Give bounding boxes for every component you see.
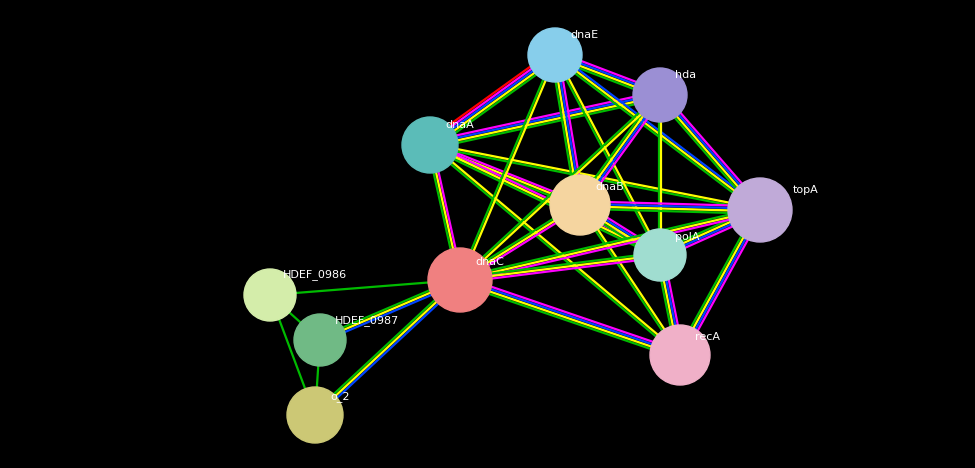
- Text: dnaB: dnaB: [595, 182, 624, 192]
- Text: HDEF_0986: HDEF_0986: [283, 269, 347, 280]
- Circle shape: [650, 325, 710, 385]
- Text: dnaC: dnaC: [475, 257, 504, 267]
- Text: recA: recA: [695, 332, 720, 342]
- Circle shape: [634, 229, 686, 281]
- Text: dnaA: dnaA: [445, 120, 474, 130]
- Circle shape: [244, 269, 296, 321]
- Text: polA: polA: [675, 232, 699, 242]
- Text: dnaE: dnaE: [570, 30, 598, 40]
- Text: topA: topA: [793, 185, 819, 195]
- Circle shape: [633, 68, 687, 122]
- Circle shape: [550, 175, 610, 235]
- Circle shape: [728, 178, 792, 242]
- Text: hda: hda: [675, 70, 696, 80]
- Circle shape: [528, 28, 582, 82]
- Circle shape: [402, 117, 458, 173]
- Text: o_2: o_2: [330, 391, 349, 402]
- Text: HDEF_0987: HDEF_0987: [335, 315, 399, 326]
- Circle shape: [294, 314, 346, 366]
- Circle shape: [428, 248, 492, 312]
- Circle shape: [287, 387, 343, 443]
